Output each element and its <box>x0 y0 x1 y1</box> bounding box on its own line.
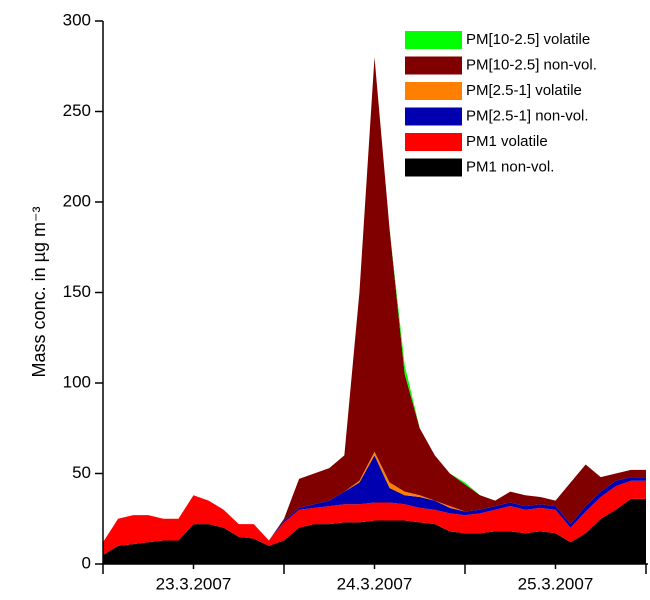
legend-swatch <box>405 107 462 126</box>
legend-swatch <box>405 82 462 100</box>
y-tick-label: 250 <box>63 101 91 120</box>
y-tick-label: 300 <box>63 10 91 29</box>
y-axis-label: Mass conc. in µg m⁻³ <box>29 207 49 378</box>
y-tick-label: 50 <box>72 463 91 482</box>
legend-label: PM1 volatile <box>466 133 548 150</box>
y-tick-label: 150 <box>63 282 91 301</box>
legend-label: PM1 non-vol. <box>466 158 554 175</box>
area <box>103 480 646 555</box>
x-tick-label: 25.3.2007 <box>518 574 594 593</box>
y-tick-label: 0 <box>82 553 91 572</box>
legend-label: PM[2.5-1] volatile <box>466 82 582 99</box>
area <box>103 498 646 564</box>
x-tick-label: 23.3.2007 <box>156 574 232 593</box>
legend-swatch <box>405 133 462 151</box>
y-tick-label: 100 <box>63 372 91 391</box>
legend-label: PM[2.5-1] non-vol. <box>466 107 589 124</box>
y-tick-label: 200 <box>63 191 91 210</box>
x-tick-label: 24.3.2007 <box>337 574 413 593</box>
legend-label: PM[10-2.5] non-vol. <box>466 56 597 73</box>
legend-swatch <box>405 56 462 75</box>
area <box>103 455 646 543</box>
legend-swatch <box>405 31 462 49</box>
area <box>103 57 646 543</box>
legend-swatch <box>405 158 462 177</box>
legend-label: PM[10-2.5] volatile <box>466 31 590 48</box>
